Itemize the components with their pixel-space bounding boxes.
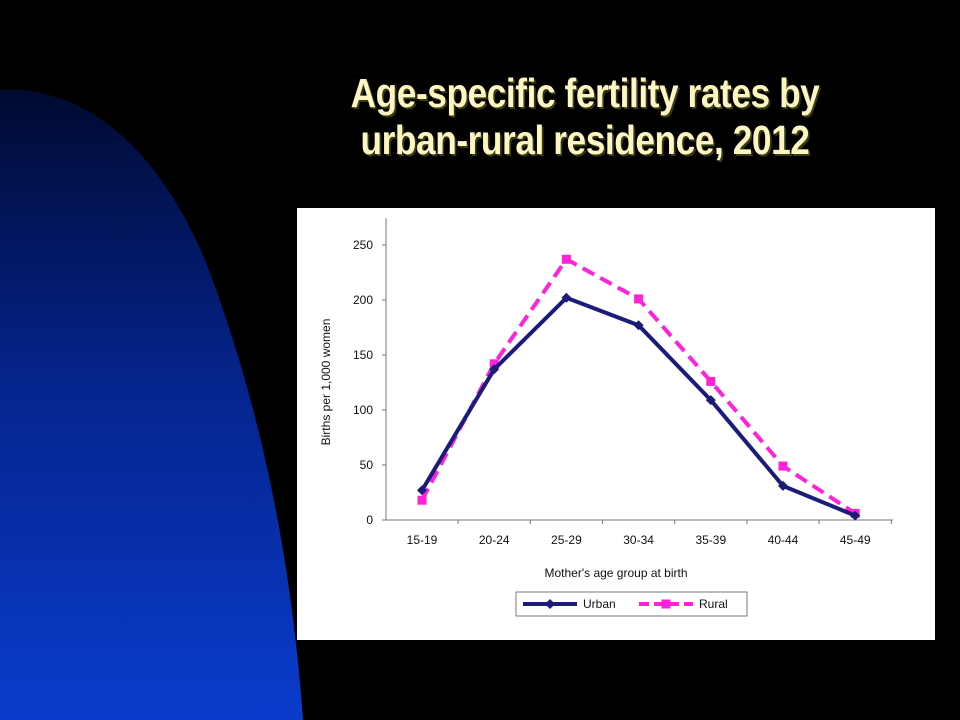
data-point-rural <box>778 461 788 471</box>
x-tick-label: 30-34 <box>623 533 654 547</box>
legend-label-rural: Rural <box>699 597 728 611</box>
x-axis-title: Mother's age group at birth <box>544 566 687 580</box>
legend-marker-urban <box>545 599 555 609</box>
y-tick-label: 150 <box>353 348 373 362</box>
data-point-rural <box>489 359 499 369</box>
data-point-urban <box>561 292 572 303</box>
x-tick-label: 45-49 <box>840 533 871 547</box>
y-tick-label: 0 <box>366 513 373 527</box>
y-tick-label: 100 <box>353 403 373 417</box>
x-tick-label: 20-24 <box>479 533 510 547</box>
slide-title: Age-specific fertility rates by urban-ru… <box>297 70 873 164</box>
x-tick-label: 25-29 <box>551 533 582 547</box>
data-point-urban <box>705 395 716 406</box>
data-point-urban <box>417 485 427 496</box>
data-point-rural <box>706 376 716 386</box>
data-point-rural <box>417 495 427 505</box>
y-tick-label: 250 <box>353 238 373 252</box>
slide-title-line-1: Age-specific fertility rates by <box>350 70 820 116</box>
data-point-urban <box>633 320 644 331</box>
data-point-rural <box>561 254 571 264</box>
legend-marker-rural <box>661 599 671 609</box>
y-tick-label: 200 <box>353 293 373 307</box>
data-point-urban <box>489 364 500 375</box>
x-tick-label: 40-44 <box>768 533 799 547</box>
x-tick-label: 15-19 <box>407 533 438 547</box>
y-axis-title: Births per 1,000 women <box>319 319 333 446</box>
series-line-urban <box>420 295 856 518</box>
fertility-line-chart: 0 50 100 150 200 250 15-19 20-24 25-29 30-34 35-39… <box>319 218 893 617</box>
legend-label-urban: Urban <box>583 597 616 611</box>
data-point-urban <box>778 480 788 491</box>
data-point-rural <box>634 294 644 304</box>
chart-panel: 0 50 100 150 200 250 15-19 20-24 25-29 30-34 35-39… <box>297 208 935 640</box>
slide-title-line-2: urban-rural residence, 2012 <box>360 117 810 163</box>
x-tick-label: 35-39 <box>695 533 726 547</box>
y-tick-label: 50 <box>360 458 374 472</box>
